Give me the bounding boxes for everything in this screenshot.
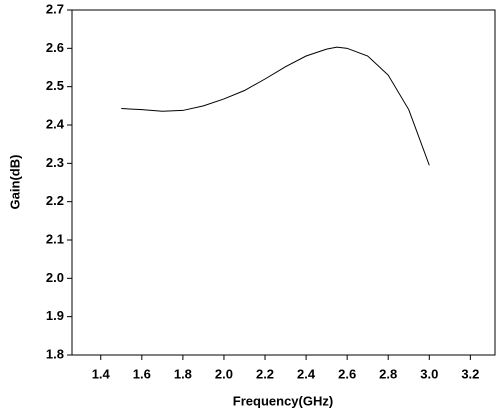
y-axis-title: Gain(dB) (7, 155, 22, 210)
y-tick-label: 2.3 (46, 155, 64, 170)
y-tick-label: 2.0 (46, 270, 64, 285)
x-tick-label: 2.4 (297, 366, 316, 381)
y-tick-label: 2.2 (46, 193, 64, 208)
y-tick-label: 2.1 (46, 231, 64, 246)
plot-frame (71, 9, 496, 356)
y-tick-label: 2.7 (46, 1, 64, 16)
x-tick-label: 2.2 (256, 366, 274, 381)
x-tick-label: 1.8 (174, 366, 192, 381)
x-tick-label: 2.0 (215, 366, 233, 381)
x-tick-label: 1.6 (133, 366, 151, 381)
line-series (121, 46, 430, 166)
x-tick-label: 3.0 (420, 366, 438, 381)
y-tick-label: 1.8 (46, 346, 64, 361)
y-tick-label: 1.9 (46, 308, 64, 323)
x-tick-label: 2.6 (338, 366, 356, 381)
y-tick-label: 2.6 (46, 40, 64, 55)
x-axis-title: Frequency(GHz) (233, 393, 333, 408)
x-tick-label: 1.4 (92, 366, 111, 381)
x-tick-label: 3.2 (461, 366, 479, 381)
y-tick-label: 2.4 (46, 116, 65, 131)
x-tick-label: 2.8 (379, 366, 397, 381)
y-tick-label: 2.5 (46, 78, 64, 93)
